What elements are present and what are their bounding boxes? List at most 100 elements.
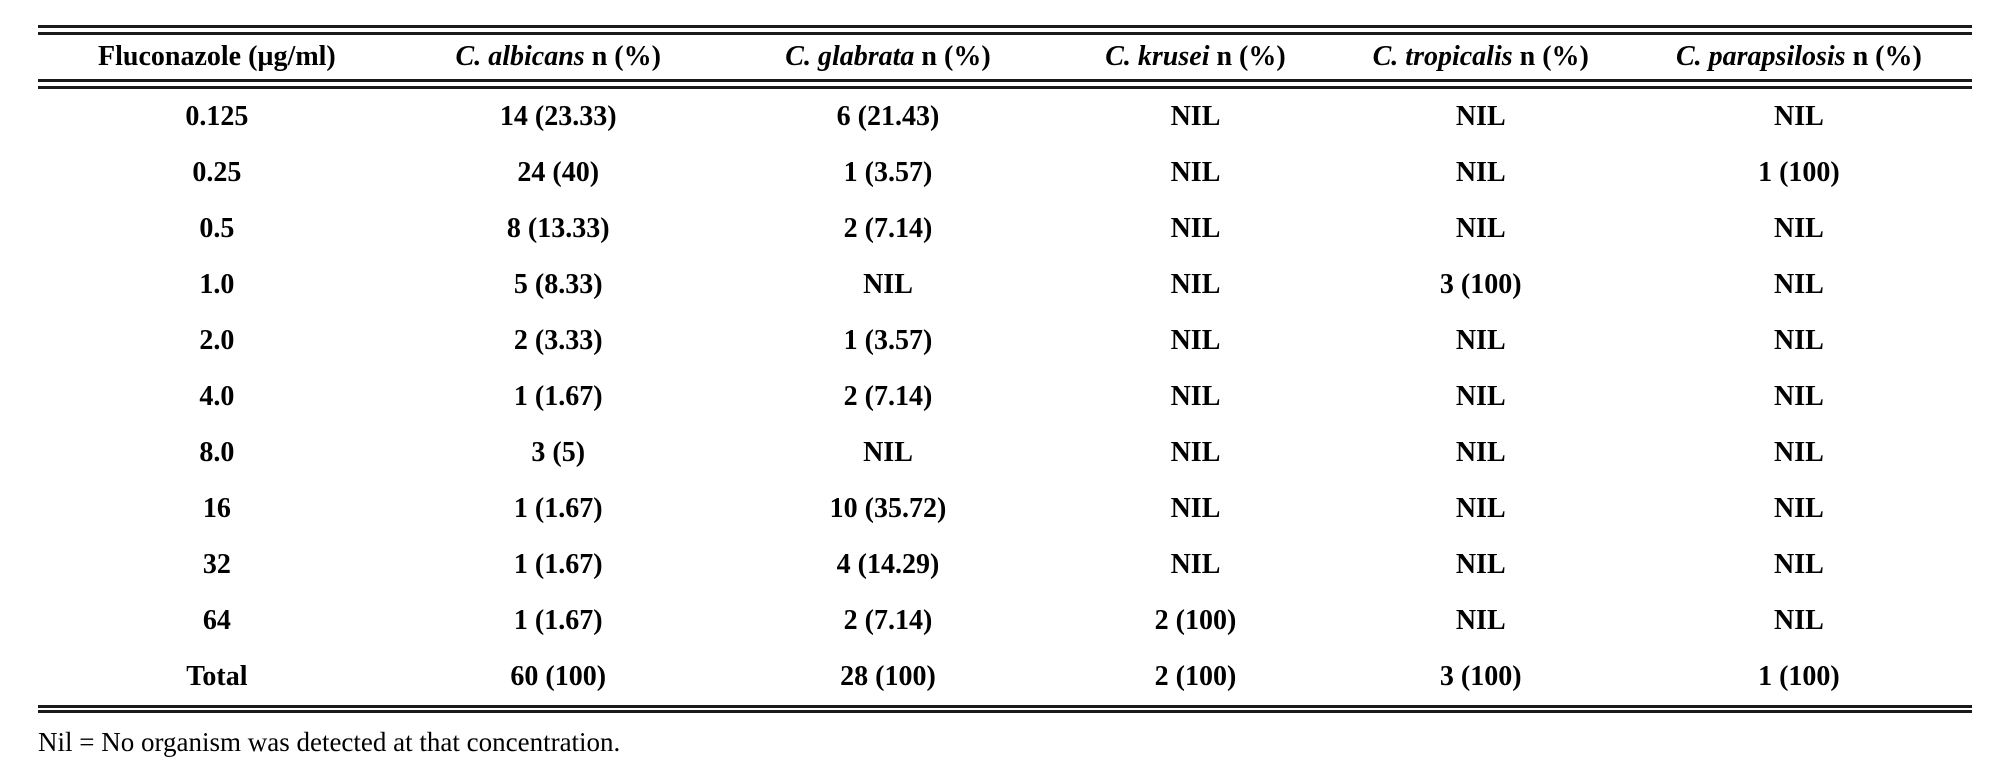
cell: NIL: [1773, 269, 1824, 300]
table-row: 2.0 2 (3.33) 1 (3.57) NIL NIL NIL: [38, 313, 1972, 369]
table-row: 64 1 (1.67) 2 (7.14) 2 (100) NIL NIL: [38, 593, 1972, 649]
cell: NIL: [1455, 437, 1506, 468]
table-header: Fluconazole (µg/ml) C. albicans n (%) C.…: [38, 30, 1972, 84]
table-row: 4.0 1 (1.67) 2 (7.14) NIL NIL NIL: [38, 369, 1972, 425]
cell: 2 (7.14): [843, 605, 933, 636]
cell: NIL: [1455, 325, 1506, 356]
cell: NIL: [863, 437, 913, 468]
footnote: Nil = No organism was detected at that c…: [38, 727, 621, 757]
cell: NIL: [1773, 213, 1824, 244]
cell: 14 (23.33): [499, 101, 617, 132]
cell: 8.0: [199, 437, 235, 468]
cell: NIL: [1773, 325, 1824, 356]
table-row: 0.125 14 (23.33) 6 (21.43) NIL NIL NIL: [38, 84, 1972, 145]
header-row: Fluconazole (µg/ml) C. albicans n (%) C.…: [38, 30, 1972, 84]
table-row: 1.0 5 (8.33) NIL NIL 3 (100) NIL: [38, 257, 1972, 313]
species-name: C. albicans: [455, 41, 585, 72]
cell: 2.0: [199, 325, 235, 356]
cell: 1 (100): [1758, 661, 1840, 692]
col-header-c-tropicalis: C. tropicalis n (%): [1336, 30, 1626, 84]
cell: 1 (1.67): [513, 493, 603, 524]
table-row: 8.0 3 (5) NIL NIL NIL NIL: [38, 425, 1972, 481]
cell: NIL: [1773, 381, 1824, 412]
species-name: C. parapsilosis: [1675, 41, 1846, 72]
cell: 4.0: [199, 381, 235, 412]
cell: 32: [202, 549, 231, 580]
cell: NIL: [1455, 157, 1506, 188]
cell: 28 (100): [840, 661, 936, 692]
cell: 2 (100): [1154, 605, 1237, 636]
cell: 1 (3.57): [843, 157, 933, 188]
col-header-c-parapsilosis: C. parapsilosis n (%): [1626, 30, 1972, 84]
cell: 0.5: [199, 213, 235, 244]
cell: 2 (7.14): [843, 381, 933, 412]
cell: NIL: [1773, 493, 1824, 524]
table-row: 0.25 24 (40) 1 (3.57) NIL NIL 1 (100): [38, 145, 1972, 201]
cell: 2 (7.14): [843, 213, 933, 244]
cell: 8 (13.33): [506, 213, 610, 244]
header-label: n (%): [1512, 41, 1589, 72]
cell: 4 (14.29): [836, 549, 940, 580]
header-label: n (%): [1209, 41, 1286, 72]
cell: 3 (100): [1439, 661, 1522, 692]
header-label: n (%): [584, 41, 661, 72]
cell: NIL: [1773, 549, 1824, 580]
cell: 64: [202, 605, 231, 636]
col-header-c-albicans: C. albicans n (%): [396, 30, 721, 84]
cell: Total: [186, 661, 248, 692]
cell: NIL: [1170, 325, 1221, 356]
header-label: n (%): [914, 41, 991, 72]
cell: 24 (40): [517, 157, 600, 188]
cell: 1.0: [199, 269, 235, 300]
cell: 1 (100): [1758, 157, 1840, 188]
cell: 2 (3.33): [513, 325, 603, 356]
table-body: 0.125 14 (23.33) 6 (21.43) NIL NIL NIL 0.25 24 …: [38, 84, 1972, 709]
cell: 5 (8.33): [513, 269, 603, 300]
table-row: 0.5 8 (13.33) 2 (7.14) NIL NIL NIL: [38, 201, 1972, 257]
species-name: C. tropicalis: [1372, 41, 1513, 72]
cell: 3 (5): [531, 437, 586, 468]
cell: NIL: [1170, 381, 1221, 412]
cell: NIL: [1455, 549, 1506, 580]
cell: NIL: [1455, 101, 1506, 132]
cell: NIL: [863, 269, 913, 300]
species-name: C. krusei: [1105, 41, 1210, 72]
col-header-c-glabrata: C. glabrata n (%): [721, 30, 1056, 84]
cell: NIL: [1170, 269, 1221, 300]
col-header-c-krusei: C. krusei n (%): [1055, 30, 1335, 84]
cell: NIL: [1773, 101, 1824, 132]
cell: 0.25: [192, 157, 242, 188]
cell: NIL: [1170, 437, 1221, 468]
cell: NIL: [1170, 157, 1221, 188]
cell: 0.125: [185, 101, 249, 132]
cell: NIL: [1170, 493, 1221, 524]
table-row: 16 1 (1.67) 10 (35.72) NIL NIL NIL: [38, 481, 1972, 537]
table-row: 32 1 (1.67) 4 (14.29) NIL NIL NIL: [38, 537, 1972, 593]
cell: 16: [202, 493, 231, 524]
cell: 6 (21.43): [836, 101, 940, 132]
header-label: Fluconazole (µg/ml): [98, 41, 336, 72]
cell: NIL: [1170, 213, 1221, 244]
cell: 1 (1.67): [513, 605, 603, 636]
cell: NIL: [1455, 605, 1506, 636]
cell: 1 (3.57): [843, 325, 933, 356]
fluconazole-mic-table: Fluconazole (µg/ml) C. albicans n (%) C.…: [38, 25, 1972, 713]
cell: 2 (100): [1154, 661, 1237, 692]
cell: NIL: [1773, 605, 1824, 636]
cell: NIL: [1170, 101, 1221, 132]
cell: 60 (100): [510, 661, 607, 692]
header-label: n (%): [1845, 41, 1922, 72]
cell: 10 (35.72): [829, 493, 947, 524]
cell: NIL: [1773, 437, 1824, 468]
cell: 3 (100): [1439, 269, 1522, 300]
cell: NIL: [1455, 381, 1506, 412]
cell: NIL: [1455, 493, 1506, 524]
col-header-fluconazole: Fluconazole (µg/ml): [38, 30, 396, 84]
cell: NIL: [1170, 549, 1221, 580]
cell: 1 (1.67): [513, 381, 603, 412]
table-row-total: Total 60 (100) 28 (100) 2 (100) 3 (100) 1 (10…: [38, 649, 1972, 709]
species-name: C. glabrata: [785, 41, 915, 72]
cell: 1 (1.67): [513, 549, 603, 580]
cell: NIL: [1455, 213, 1506, 244]
